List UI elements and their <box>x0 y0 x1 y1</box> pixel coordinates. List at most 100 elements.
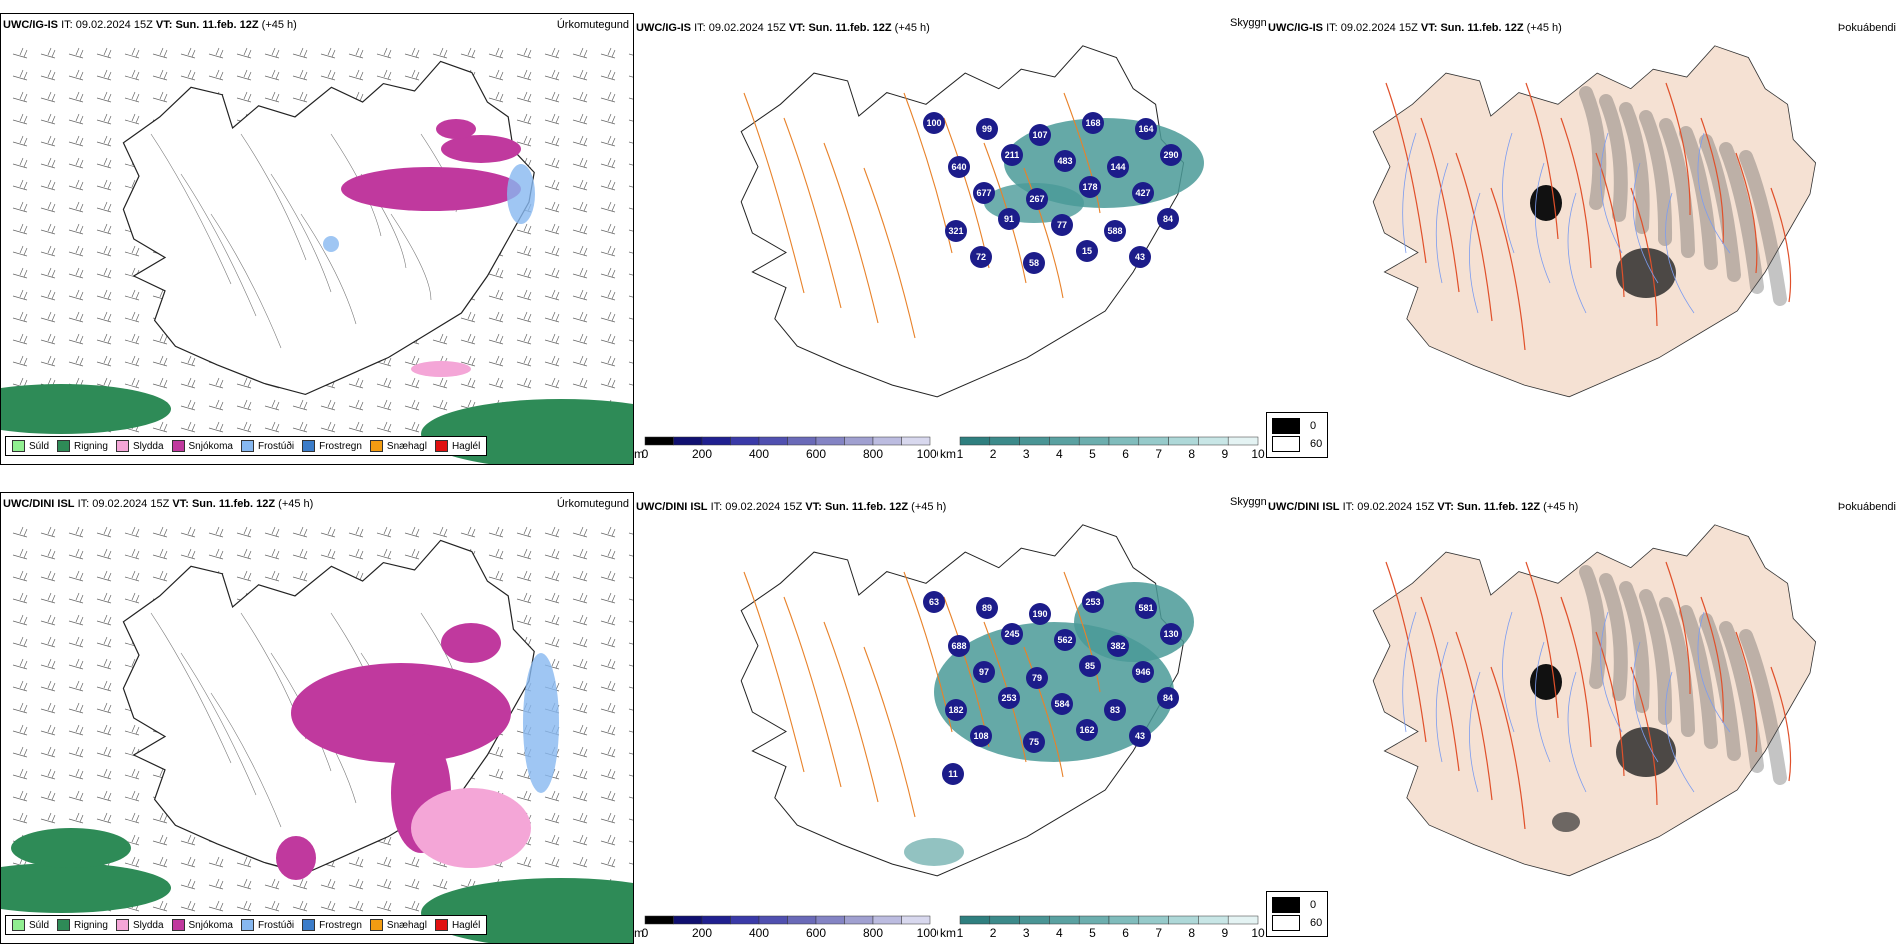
fog-index-band <box>1719 142 1764 294</box>
wind-barb <box>96 135 112 147</box>
wind-barb <box>236 399 252 411</box>
road-line <box>180 652 257 796</box>
wind-barb <box>628 97 633 100</box>
wind-barb <box>68 812 84 824</box>
it-value: 09.02.2024 15Z <box>75 19 153 31</box>
fog-index-band <box>1579 86 1607 210</box>
it-label: IT: <box>1342 501 1355 513</box>
legend-item: Slydda <box>115 919 164 931</box>
wind-barb <box>40 333 56 345</box>
wind-barb <box>544 333 560 345</box>
cloud-base-cell <box>1160 144 1182 166</box>
cloud-base-label: 15 <box>1082 246 1092 256</box>
lead-time: (+45 h) <box>911 501 947 513</box>
wind-barb <box>628 339 633 342</box>
road-line <box>1455 631 1493 801</box>
wind-barb <box>124 245 140 257</box>
wind-barb <box>376 526 392 538</box>
scale-unit: km <box>940 926 956 940</box>
wind-barb <box>68 135 84 147</box>
wind-barb <box>544 223 560 235</box>
fog-legend-label: 60 <box>1310 438 1323 450</box>
wind-barb <box>96 113 112 125</box>
wind-barb <box>68 311 84 323</box>
legend-item: Frostúði <box>240 440 294 452</box>
wind-barb <box>40 636 56 648</box>
legend-label: Snjókoma <box>188 440 233 452</box>
wind-barb <box>432 399 448 411</box>
cloud-base-cell <box>1157 208 1179 230</box>
wind-barb <box>292 399 308 411</box>
wind-barb <box>68 680 84 692</box>
vt-label: VT: <box>1420 22 1438 34</box>
cloud-base-cell <box>948 635 970 657</box>
fog-legend-swatch <box>1272 897 1300 913</box>
wind-barb <box>628 730 633 733</box>
wind-barb <box>600 614 616 626</box>
it-label: IT: <box>710 501 723 513</box>
scale-swatch <box>644 915 674 925</box>
wind-barb <box>236 69 252 81</box>
legend-swatch <box>171 919 185 931</box>
panel-header: UWC/DINI ISL IT: 09.02.2024 15Z VT: Sun.… <box>636 501 946 513</box>
scale-swatch <box>701 915 731 925</box>
wind-barb <box>404 69 420 81</box>
wind-barb <box>488 746 504 758</box>
river-line <box>1402 132 1417 254</box>
vt-value: Sun. 11.feb. 12Z <box>191 498 276 510</box>
fog-index-band <box>1639 110 1673 246</box>
scale-swatch <box>872 915 902 925</box>
legend-item: Rigning <box>57 919 108 931</box>
wind-barb <box>516 355 532 367</box>
wind-barb <box>628 141 633 144</box>
wind-barb <box>488 69 504 81</box>
lead-time: (+45 h) <box>894 22 930 34</box>
wind-barb <box>208 377 224 389</box>
model-name: UWC/DINI ISL <box>1268 501 1340 513</box>
scale-tick-label: 3 <box>1023 447 1030 461</box>
panel-header: UWC/DINI ISL IT: 09.02.2024 15Z VT: Sun.… <box>1268 501 1578 513</box>
river-line <box>1567 671 1587 793</box>
cloud-base-cell <box>1129 246 1151 268</box>
road-line <box>1490 187 1526 351</box>
wind-barb <box>180 69 196 81</box>
river-line <box>1502 611 1515 733</box>
road-line <box>1770 666 1792 782</box>
wind-barb <box>628 119 633 122</box>
wind-barb <box>572 834 588 846</box>
scale-tick-label: 1 <box>957 447 964 461</box>
vt-value: Sun. 11.feb. 12Z <box>1456 501 1541 513</box>
wind-barb <box>68 267 84 279</box>
legend-swatch <box>302 919 316 931</box>
wind-barb <box>600 245 616 257</box>
wind-barb <box>68 223 84 235</box>
wind-barb <box>320 47 336 59</box>
wind-barb <box>12 614 28 626</box>
wind-barb <box>600 702 616 714</box>
wind-barb <box>544 289 560 301</box>
cloud-base-cell <box>1107 635 1129 657</box>
wind-barb <box>68 157 84 169</box>
panel-header: UWC/IG-IS IT: 09.02.2024 15Z VT: Sun. 11… <box>1268 22 1562 34</box>
cloud-base-label: 190 <box>1032 609 1047 619</box>
cloud-base-cell <box>1104 220 1126 242</box>
wind-barb <box>180 900 196 912</box>
cloud-base-label: 253 <box>1085 597 1100 607</box>
snow-area <box>441 135 521 163</box>
precip-map <box>1 47 633 464</box>
wind-barb <box>96 47 112 59</box>
wind-barb <box>460 311 476 323</box>
wind-barb <box>292 878 308 890</box>
wind-barb <box>208 878 224 890</box>
it-value: 09.02.2024 15Z <box>708 22 786 34</box>
wind-barb <box>152 333 168 345</box>
scale-tick-label: 6 <box>1122 926 1129 940</box>
wind-barb <box>40 157 56 169</box>
legend-item: Súld <box>12 919 49 931</box>
cloud-base-cell <box>1107 156 1129 178</box>
wind-barb <box>40 658 56 670</box>
cloud-base-label: 640 <box>951 162 966 172</box>
cloud-base-cell <box>1160 623 1182 645</box>
wind-barb <box>488 526 504 538</box>
scale-swatch <box>1019 436 1050 446</box>
